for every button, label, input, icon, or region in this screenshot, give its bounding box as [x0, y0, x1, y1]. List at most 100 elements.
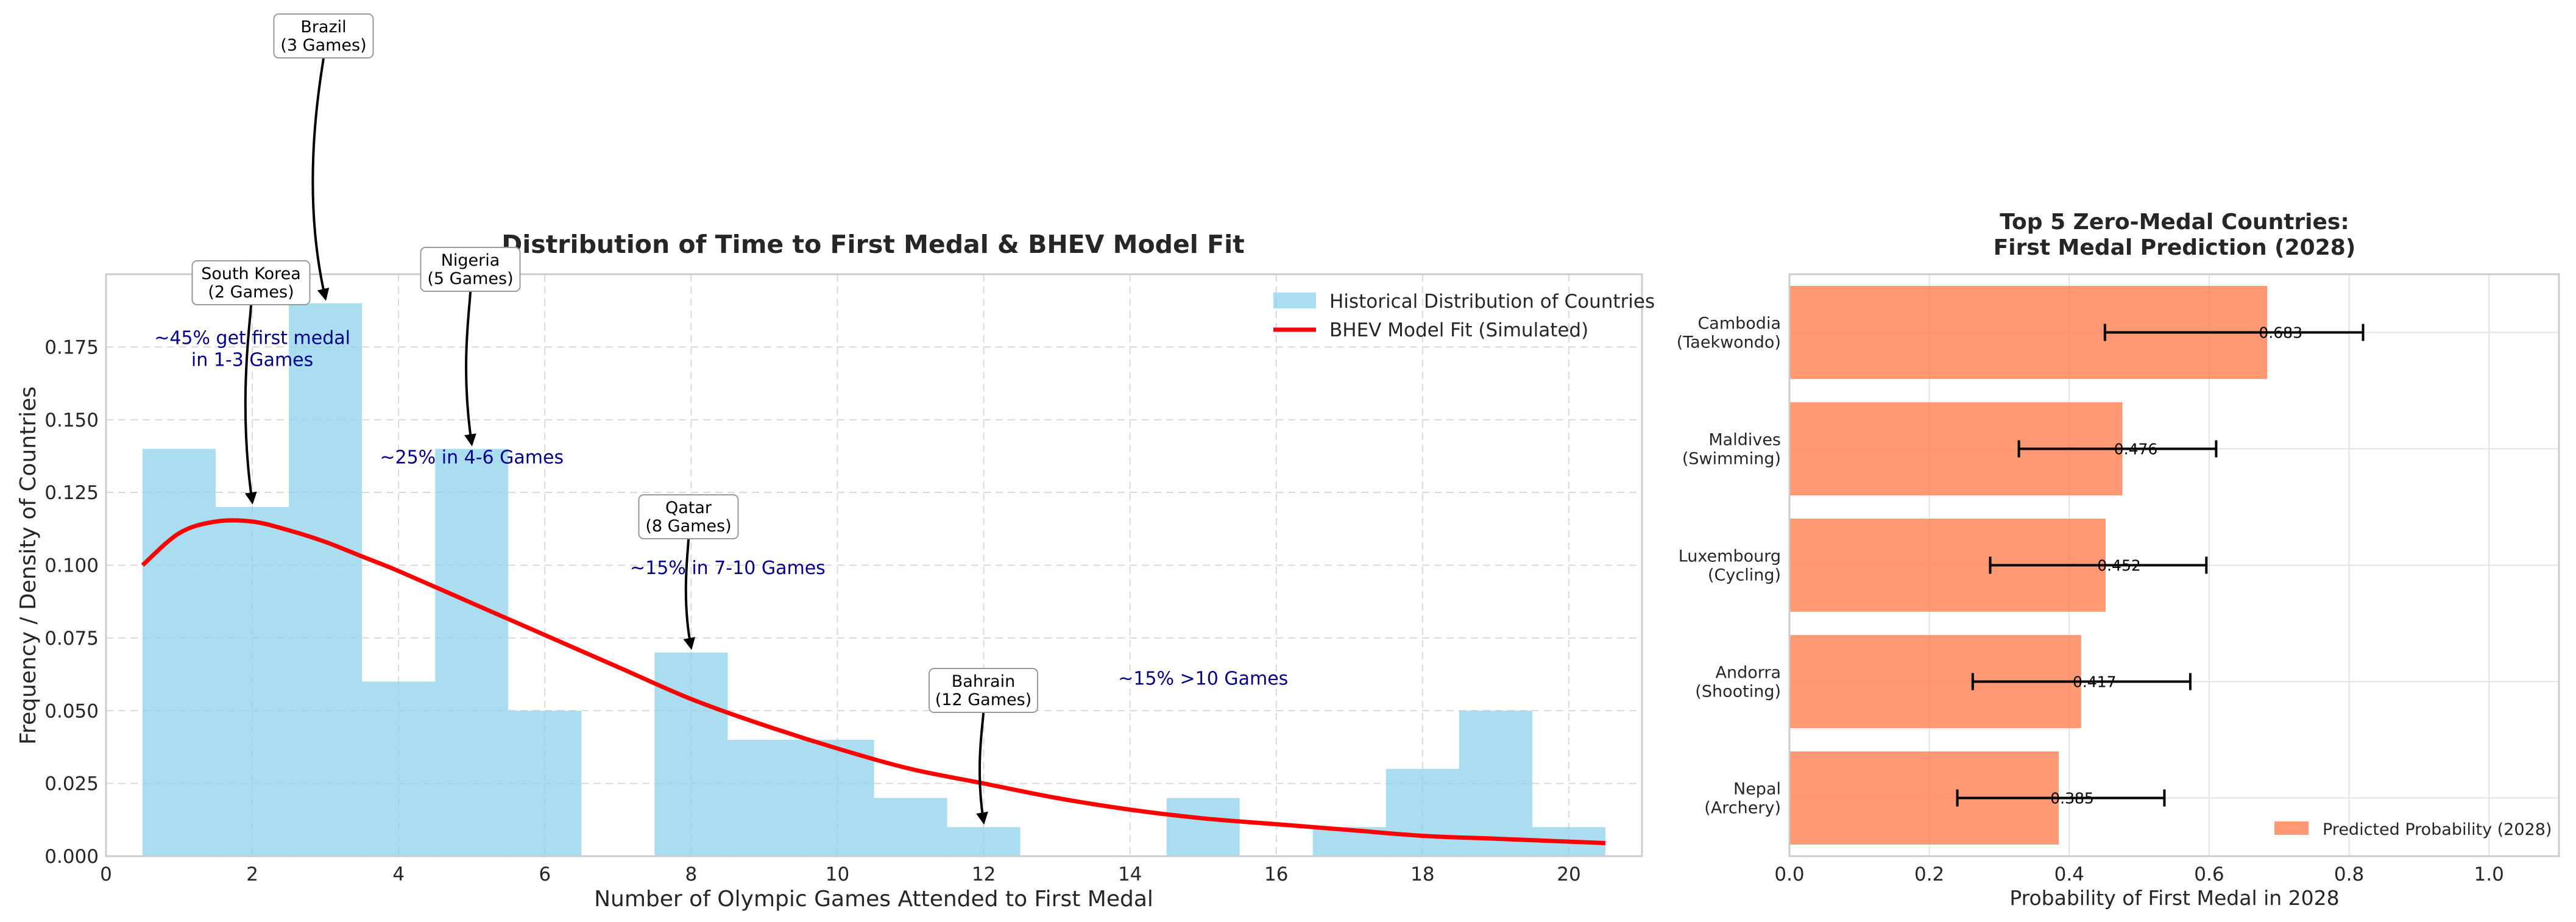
annotation-arrow [464, 291, 476, 447]
histogram-bar [1385, 768, 1459, 856]
category-label: Andorra (Shooting) [1695, 664, 1781, 701]
annotation-brazil: Brazil (3 Games) [273, 13, 374, 301]
right-x-tick-label: 0.2 [1914, 863, 1944, 885]
right-x-tick-label: 0.8 [2334, 863, 2364, 885]
annotation-arrow [976, 712, 988, 825]
category-label: Luxembourg (Cycling) [1679, 547, 1781, 585]
left-x-tick-label: 2 [246, 863, 258, 885]
left-y-tick-label: 0.025 [44, 773, 99, 795]
legend-label-probability: Predicted Probability (2028) [2323, 820, 2552, 839]
annotation-arrow [311, 57, 330, 301]
left-x-tick-label: 8 [685, 863, 698, 885]
legend-swatch-histogram [1273, 293, 1316, 308]
bar-value-label: 0.452 [2097, 557, 2141, 575]
histogram-bars [143, 303, 1605, 856]
bhev-fit-curve [141, 518, 1606, 846]
category-label: Maldives (Swimming) [1682, 431, 1781, 469]
histogram-bar [947, 827, 1021, 856]
annotation-arrow [683, 538, 696, 650]
annotation-nigeria: Nigeria (5 Games) [420, 247, 521, 447]
left-y-tick-label: 0.075 [44, 628, 99, 650]
right-plot-frame [1788, 273, 2560, 857]
histogram-bar [1459, 711, 1532, 856]
legend-label-fit: BHEV Model Fit (Simulated) [1329, 319, 1588, 341]
right-x-tick-label: 0.4 [2054, 863, 2084, 885]
right-legend: Predicted Probability (2028) [2274, 820, 2552, 839]
value-labels: 0.683 0.476 0.452 0.417 0.385 [2050, 324, 2302, 807]
category-label: Cambodia (Taekwondo) [1677, 314, 1781, 352]
annotation-box [420, 247, 521, 292]
annotation-bahrain: Bahrain (12 Games) [929, 668, 1038, 825]
bar-value-label: 0.417 [2073, 673, 2117, 691]
country-annotations: Brazil (3 Games) South Korea (2 Games) Niger… [191, 13, 1038, 825]
annotation-label: Bahrain (12 Games) [935, 672, 1031, 709]
annotation-qatar: Qatar (8 Games) [638, 494, 739, 650]
left-y-tick-label: 0.000 [44, 846, 99, 868]
left-x-tick-label: 6 [539, 863, 551, 885]
category-label: Nepal (Archery) [1704, 780, 1781, 818]
left-chart-title: Distribution of Time to First Medal & BH… [501, 230, 1245, 259]
histogram-bar [508, 711, 582, 856]
right-chart-title-line2: First Medal Prediction (2028) [1994, 235, 2356, 260]
legend-label-histogram: Historical Distribution of Countries [1329, 291, 1655, 313]
left-plot-frame [105, 273, 1643, 857]
histogram-chart: Distribution of Time to First Medal & BH… [16, 13, 1655, 912]
left-x-axis-label: Number of Olympic Games Attended to Firs… [594, 887, 1153, 912]
error-bars [1956, 324, 2365, 807]
annotation-arrow [244, 304, 257, 505]
text-note: ~15% >10 Games [1118, 668, 1288, 689]
annotation-box [273, 13, 374, 59]
left-x-tick-label: 18 [1410, 863, 1434, 885]
histogram-bar [435, 449, 509, 856]
bar-value-label: 0.476 [2114, 441, 2158, 458]
left-y-tick-label: 0.125 [44, 482, 99, 504]
histogram-bar [1166, 798, 1240, 856]
left-x-tick-label: 12 [972, 863, 996, 885]
right-category-labels: Cambodia (Taekwondo) Maldives (Swimming) Lux… [1677, 314, 1781, 818]
annotation-south-korea: South Korea (2 Games) [191, 260, 311, 505]
right-x-tick-label: 1.0 [2474, 863, 2504, 885]
annotation-box [929, 668, 1038, 713]
text-note: ~45% get first medal in 1-3 Games [154, 328, 350, 371]
probability-bars [1789, 286, 2268, 845]
legend-swatch-probability [2274, 821, 2309, 835]
histogram-bar [654, 652, 728, 856]
left-y-axis-label: Frequency / Density of Countries [16, 386, 41, 745]
left-x-tick-label: 4 [392, 863, 405, 885]
left-y-tick-labels: 0.000 0.025 0.050 0.075 0.100 0.125 0.150 0.175 [44, 336, 99, 868]
bar-value-label: 0.385 [2050, 790, 2094, 807]
annotation-box [638, 494, 739, 539]
left-x-tick-label: 20 [1557, 863, 1580, 885]
right-x-tick-label: 0.6 [2194, 863, 2224, 885]
left-y-tick-label: 0.100 [44, 555, 99, 577]
histogram-bar [874, 798, 947, 856]
annotation-label: Nigeria (5 Games) [427, 251, 513, 288]
left-x-tick-label: 14 [1118, 863, 1142, 885]
right-chart-title-line1: Top 5 Zero-Medal Countries: [2000, 210, 2349, 235]
right-x-tick-label: 0.0 [1774, 863, 1804, 885]
annotation-label: South Korea (2 Games) [201, 264, 301, 302]
left-y-tick-label: 0.175 [44, 336, 99, 358]
histogram-bar [216, 507, 289, 856]
right-x-axis-label: Probability of First Medal in 2028 [2009, 886, 2339, 910]
left-legend: Historical Distribution of Countries BHE… [1273, 291, 1655, 341]
histogram-bar [801, 740, 874, 856]
text-note: ~25% in 4-6 Games [380, 447, 564, 468]
bar-value-label: 0.683 [2259, 324, 2302, 342]
left-x-tick-label: 0 [100, 863, 112, 885]
annotation-label: Brazil (3 Games) [280, 18, 366, 55]
text-note: ~15% in 7-10 Games [630, 558, 826, 579]
histogram-bar [362, 681, 436, 856]
histogram-bar [289, 303, 363, 856]
left-y-tick-label: 0.150 [44, 410, 99, 431]
left-x-tick-label: 10 [826, 863, 849, 885]
right-x-tick-labels: 0.0 0.2 0.4 0.6 0.8 1.0 [1774, 863, 2503, 885]
prediction-chart: Top 5 Zero-Medal Countries: First Medal … [1677, 210, 2560, 910]
left-x-tick-labels: 0 2 4 6 8 10 12 14 16 18 20 [100, 863, 1581, 885]
left-y-tick-label: 0.050 [44, 700, 99, 722]
annotation-label: Qatar (8 Games) [645, 498, 731, 536]
histogram-bar [143, 449, 216, 856]
text-notes: ~45% get first medal in 1-3 Games ~25% in … [154, 328, 1288, 690]
left-x-tick-label: 16 [1264, 863, 1288, 885]
annotation-box [191, 260, 311, 305]
